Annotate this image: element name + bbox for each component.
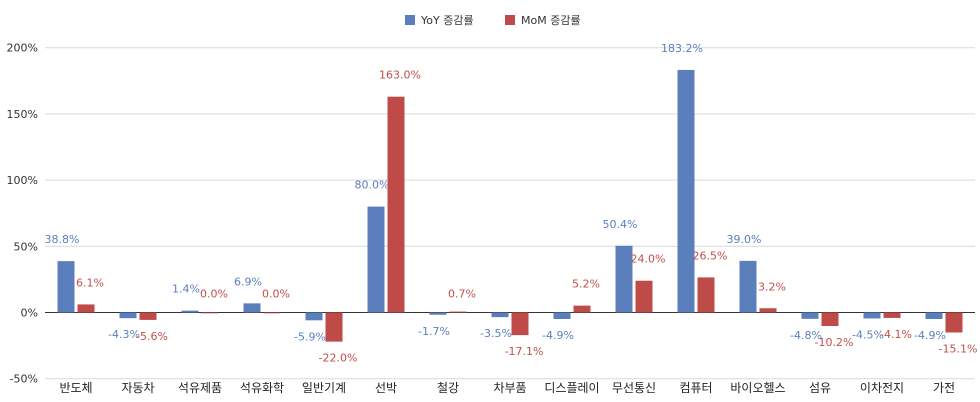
category-label: 철강 [437,381,459,395]
yoy-data-label: -5.9% [294,330,326,343]
yoy-bar[interactable] [305,312,323,321]
legend-label-yoy: YoY 증감률 [420,14,474,27]
mom-data-label: -4.1% [880,328,912,341]
yoy-data-label: -4.3% [108,328,140,341]
mom-data-label: -15.1% [939,342,978,355]
yoy-bar[interactable] [57,261,75,313]
category-label: 반도체 [59,381,92,395]
mom-data-label: 3.2% [758,280,786,293]
mom-bar[interactable] [511,312,529,336]
mom-data-label: 0.0% [200,288,228,301]
yoy-bar[interactable] [367,206,385,313]
category-label: 자동차 [121,381,154,395]
y-tick-label: 150% [7,108,38,121]
mom-data-label: 24.0% [631,253,666,266]
yoy-data-label: -3.5% [480,327,512,340]
yoy-bar[interactable] [615,245,633,313]
mom-bar[interactable] [697,277,715,313]
mom-bar[interactable] [573,305,591,313]
yoy-data-label: 1.4% [172,283,200,296]
yoy-bar[interactable] [677,69,695,313]
category-label: 석유제품 [178,381,222,395]
yoy-data-label: -4.5% [852,328,884,341]
legend-swatch-mom [505,15,515,25]
category-label: 무선통신 [612,381,656,395]
yoy-bar[interactable] [801,312,819,319]
legend-swatch-yoy [405,15,415,25]
y-tick-label: 0% [21,307,38,320]
mom-data-label: 26.5% [693,249,728,262]
yoy-bar[interactable] [429,312,447,315]
mom-data-label: 5.2% [572,278,600,291]
mom-data-label: 6.1% [76,276,104,289]
mom-bar[interactable] [759,308,777,313]
yoy-data-label: 38.8% [45,233,80,246]
y-tick-label: 100% [7,174,38,187]
mom-data-label: 0.7% [448,288,476,301]
yoy-bar[interactable] [243,303,261,313]
yoy-bar[interactable] [863,312,881,319]
mom-bar[interactable] [449,311,467,313]
yoy-data-label: 183.2% [661,42,703,55]
y-tick-label: 200% [7,42,38,55]
mom-bar[interactable] [945,312,963,333]
yoy-data-label: 6.9% [234,275,262,288]
category-label: 선박 [375,381,397,395]
yoy-bar[interactable] [925,312,943,319]
mom-bar[interactable] [387,96,405,313]
category-label: 일반기계 [302,381,346,395]
yoy-data-label: -4.8% [790,329,822,342]
mom-bar[interactable] [883,312,901,318]
category-label: 이차전지 [860,381,904,395]
mom-bar[interactable] [263,312,281,314]
mom-data-label: -22.0% [319,352,358,365]
yoy-data-label: 39.0% [727,233,762,246]
yoy-data-label: -4.9% [914,329,946,342]
category-label: 차부품 [493,381,526,395]
category-label: 석유화학 [240,381,284,395]
mom-bar[interactable] [139,312,157,320]
yoy-data-label: 50.4% [603,218,638,231]
yoy-data-label: -1.7% [418,325,450,338]
mom-bar[interactable] [77,304,95,313]
yoy-bar[interactable] [739,260,757,313]
category-label: 디스플레이 [544,381,599,395]
mom-bar[interactable] [821,312,839,327]
yoy-data-label: -4.9% [542,329,574,342]
yoy-bar[interactable] [181,310,199,313]
mom-data-label: -10.2% [815,336,854,349]
mom-bar[interactable] [635,280,653,313]
mom-data-label: -5.6% [136,330,168,343]
mom-bar[interactable] [201,312,219,314]
category-label: 섬유 [809,381,831,395]
yoy-bar[interactable] [119,312,137,319]
yoy-bar[interactable] [553,312,571,319]
mom-bar[interactable] [325,312,343,342]
mom-data-label: 163.0% [379,69,421,82]
category-label: 가전 [933,381,955,395]
y-tick-label: -50% [10,373,38,386]
category-label: 컴퓨터 [679,381,712,395]
mom-data-label: 0.0% [262,288,290,301]
yoy-data-label: 80.0% [355,179,390,192]
mom-data-label: -17.1% [505,345,544,358]
y-tick-label: 50% [14,240,38,253]
legend-label-mom: MoM 증감률 [521,14,581,27]
category-label: 바이오헬스 [730,381,785,395]
yoy-bar[interactable] [491,312,509,318]
